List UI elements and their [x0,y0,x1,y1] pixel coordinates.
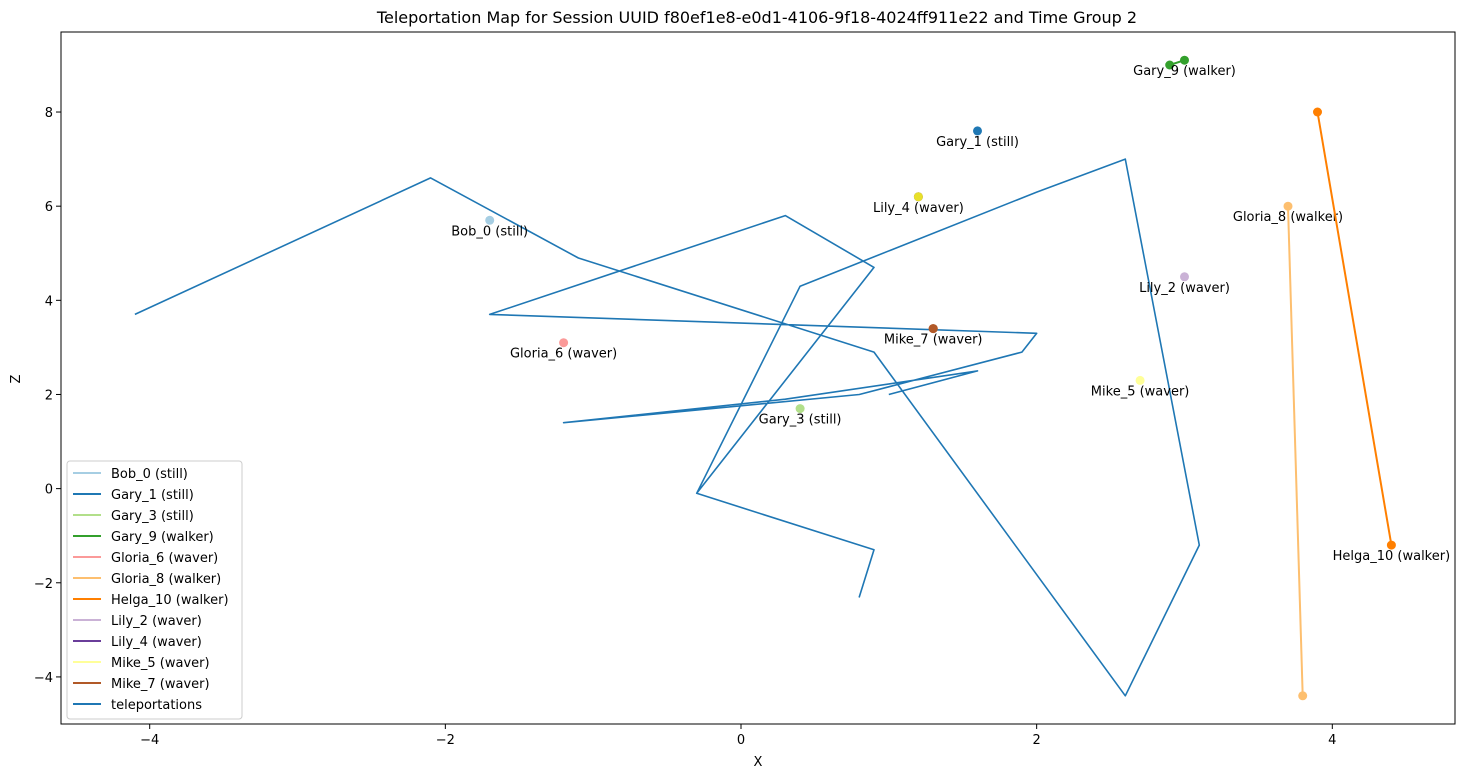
series-point [485,215,495,225]
legend-label: Gary_9 (walker) [111,530,214,545]
y-tick-label: 8 [45,106,53,121]
legend: Bob_0 (still) Gary_1 (still) Gary_3 (still… [66,460,243,720]
overlay-point [928,324,938,334]
series-point [1165,60,1175,70]
legend-label: teleportations [111,698,202,713]
series-4: Gloria_6 (waver) [510,338,617,362]
series-point [1180,55,1189,65]
point-label: Helga_10 (walker) [1333,549,1451,564]
x-tick-label: 2 [1033,733,1041,748]
series-point [559,338,569,348]
legend-label: Gary_1 (still) [111,488,194,503]
point-label: Gloria_8 (walker) [1233,210,1343,225]
series-3: Gary_9 (walker) [1133,55,1236,79]
legend-item: Mike_7 (waver) [73,677,210,692]
chart-title: Teleportation Map for Session UUID f80ef… [376,8,1137,27]
series-7: Lily_2 (waver) [1139,272,1230,296]
legend-item: Gloria_6 (waver) [73,551,218,566]
series-6: Helga_10 (walker) [1313,107,1451,564]
point-label: Lily_2 (waver) [1139,281,1230,296]
legend-box [66,460,243,720]
plot-frame [60,31,1456,725]
series-2: Gary_3 (still) [759,404,842,428]
series-0: Bob_0 (still) [451,215,528,239]
series-line [1287,206,1304,696]
point-label: Lily_4 (waver) [873,201,964,216]
point-label: Gary_3 (still) [759,413,842,428]
point-label: Mike_7 (waver) [884,333,983,348]
x-tick-label: 0 [737,733,745,748]
y-tick-label: 2 [45,388,53,403]
y-tick-label: 6 [45,200,53,215]
point-label: Gloria_6 (waver) [510,347,617,362]
point-label: Gary_1 (still) [936,135,1019,150]
legend-item: Gloria_8 (walker) [73,572,221,587]
legend-label: Gloria_6 (waver) [111,551,218,566]
y-tick-label: −4 [34,671,53,686]
x-tick-label: −2 [436,733,455,748]
series-9: Mike_5 (waver) [1091,375,1190,399]
legend-item: Lily_4 (waver) [73,635,202,650]
overlay-point [913,192,923,202]
plot-area: Bob_0 (still) Gary_1 (still) Gary_3 (still… [134,55,1451,701]
series-point [1313,107,1322,117]
legend-item: Gary_9 (walker) [73,530,214,545]
legend-label: Bob_0 (still) [111,467,188,482]
series-point [1135,375,1145,385]
legend-item: Helga_10 (walker) [73,593,229,608]
x-tick-label: −4 [140,733,159,748]
series-point [1298,691,1308,701]
legend-label: Gloria_8 (walker) [111,572,221,587]
series-point [1180,272,1189,282]
x-tick-label: 4 [1328,733,1336,748]
teleportation-path [134,158,1201,697]
y-tick-label: −2 [34,577,53,592]
x-axis-label: X [754,755,763,770]
point-label: Mike_5 (waver) [1091,384,1190,399]
series-point [1283,201,1293,211]
y-tick-label: 0 [45,483,53,498]
legend-item: Mike_5 (waver) [73,656,210,671]
x-axis-ticks: −4 −2 0 2 4 [140,724,1336,748]
series-line [1316,111,1393,546]
legend-item: Gary_1 (still) [73,488,194,503]
legend-label: Mike_5 (waver) [111,656,210,671]
legend-item: Bob_0 (still) [73,467,188,482]
point-label: Gary_9 (walker) [1133,64,1236,79]
y-axis-ticks: −4 −2 0 2 4 6 8 [34,106,61,686]
legend-item: teleportations [73,698,202,713]
series-1: Gary_1 (still) [936,126,1019,150]
y-axis-label: Z [9,374,24,383]
legend-label: Gary_3 (still) [111,509,194,524]
series-5: Gloria_8 (walker) [1233,201,1343,701]
series-point [1386,540,1396,550]
legend-label: Lily_2 (waver) [111,614,202,629]
point-label: Bob_0 (still) [451,224,528,239]
series-point [973,126,982,136]
series-point [795,404,805,414]
y-tick-label: 4 [45,294,53,309]
legend-label: Helga_10 (walker) [111,593,229,608]
legend-item: Gary_3 (still) [73,509,194,524]
legend-label: Mike_7 (waver) [111,677,210,692]
legend-item: Lily_2 (waver) [73,614,202,629]
legend-label: Lily_4 (waver) [111,635,202,650]
